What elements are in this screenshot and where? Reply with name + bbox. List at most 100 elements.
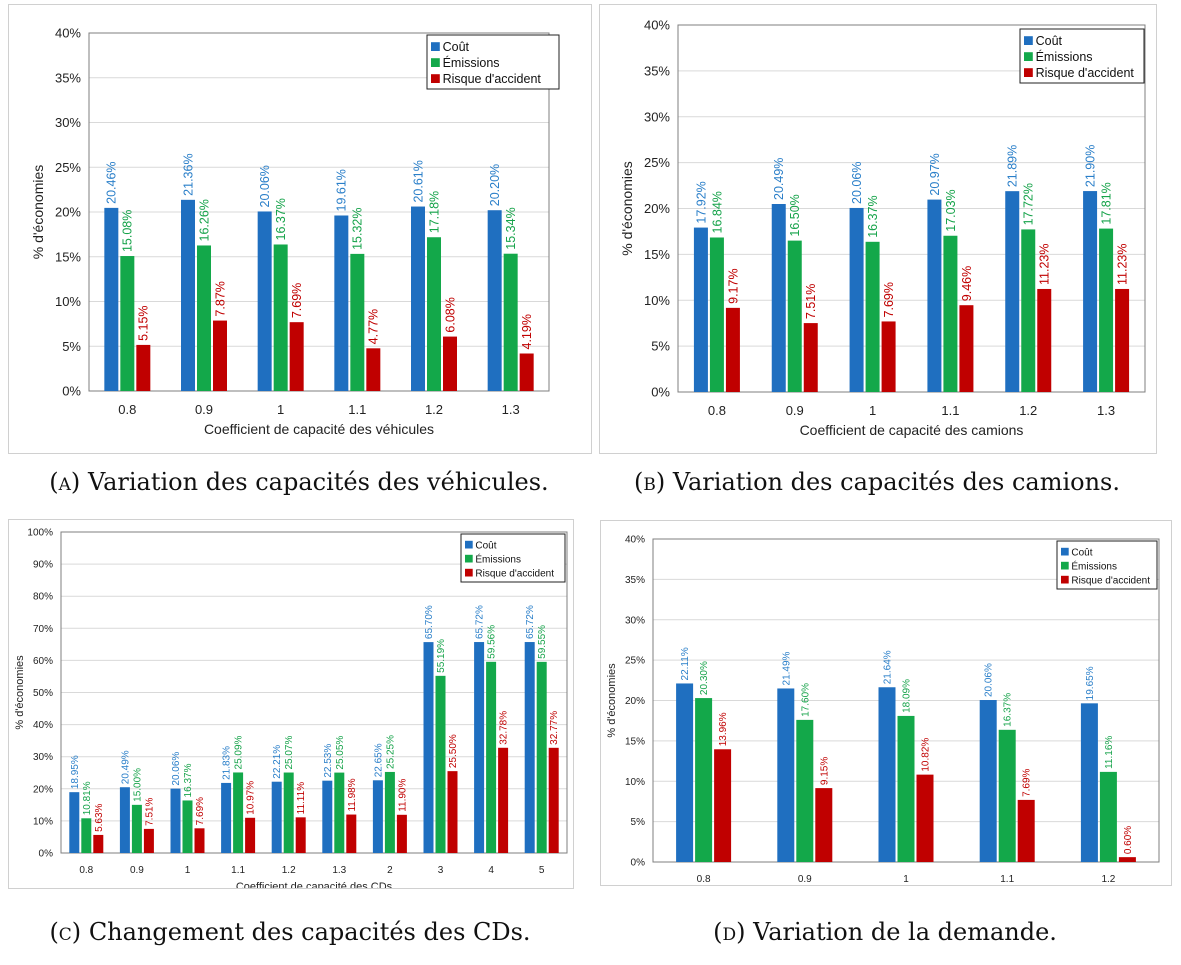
data-label-risk: 4.19% — [520, 314, 534, 349]
data-label-risk: 9.17% — [726, 268, 740, 303]
bar-emissions — [486, 661, 497, 853]
x-tick-label: 1.3 — [1097, 403, 1115, 418]
x-tick-label: 1 — [185, 865, 191, 876]
bar-cost — [170, 788, 181, 853]
bar-emissions — [120, 256, 135, 391]
bar-cost — [878, 687, 896, 862]
x-axis-title: Coefficient de capacité des camions — [800, 422, 1024, 438]
bar-emissions — [865, 241, 880, 392]
data-label-cost: 20.06% — [984, 663, 995, 697]
bar-cost — [771, 204, 786, 392]
x-tick-label: 0.9 — [130, 865, 144, 876]
bar-emissions — [427, 237, 441, 391]
x-tick-label: 1.3 — [502, 402, 520, 417]
bar-risk — [346, 814, 357, 853]
data-label-cost: 20.06% — [258, 165, 272, 207]
data-label-emissions: 16.37% — [866, 195, 880, 237]
y-tick-label: 10% — [33, 816, 53, 827]
y-tick-label: 35% — [55, 70, 81, 85]
data-label-emissions: 16.37% — [1003, 693, 1014, 727]
data-label-cost: 22.11% — [680, 647, 691, 680]
legend-entry-risk: Risque d'accident — [1071, 576, 1150, 587]
data-label-risk: 13.96% — [718, 712, 729, 746]
data-label-risk: 4.77% — [367, 309, 381, 344]
y-tick-label: 15% — [625, 736, 645, 747]
bar-cost — [676, 683, 694, 862]
data-label-emissions: 55.19% — [436, 639, 447, 673]
data-label-cost: 20.46% — [105, 161, 119, 203]
y-tick-label: 40% — [625, 535, 645, 546]
data-label-cost: 22.53% — [323, 744, 334, 778]
data-label-risk: 32.78% — [499, 711, 510, 745]
data-label-emissions: 15.32% — [351, 207, 365, 249]
x-tick-label: 1.1 — [1000, 874, 1014, 885]
data-label-risk: 7.69% — [882, 282, 896, 317]
y-tick-label: 10% — [625, 777, 645, 788]
bar-risk — [213, 320, 227, 391]
data-label-risk: 7.87% — [213, 281, 227, 316]
bar-emissions — [787, 240, 802, 392]
bar-risk — [289, 322, 304, 391]
bar-cost — [524, 642, 535, 853]
bar-cost — [257, 211, 272, 391]
legend-swatch-risk — [1024, 68, 1033, 77]
bar-cost — [411, 206, 425, 391]
bar-cost — [1083, 191, 1098, 392]
data-label-emissions: 16.26% — [197, 199, 211, 241]
data-label-cost: 17.92% — [694, 181, 708, 223]
bar-emissions — [503, 253, 518, 391]
data-label-emissions: 17.60% — [800, 683, 811, 717]
bar-emissions — [796, 719, 814, 862]
caption-d: (d) Variation de la demande. — [600, 918, 1170, 946]
bar-emissions — [943, 235, 958, 392]
caption-a: (a) Variation des capacités des véhicule… — [8, 468, 590, 496]
bar-risk — [548, 747, 559, 853]
y-tick-label: 5% — [631, 817, 646, 828]
chart-svg: 0% 5% 10% 15% 20% 25% 30% 35% 40% 22.11% 20.30% 13.… — [606, 535, 1160, 885]
data-label-risk: 11.90% — [397, 779, 408, 812]
x-tick-label: 1 — [903, 874, 909, 885]
legend-swatch-cost — [1061, 547, 1069, 556]
y-tick-label: 30% — [33, 752, 53, 763]
y-tick-label: 35% — [644, 63, 670, 78]
bar-emissions — [1021, 229, 1036, 392]
data-label-risk: 5.63% — [94, 803, 105, 831]
data-label-risk: 25.50% — [448, 734, 459, 768]
bar-risk — [714, 749, 732, 862]
y-tick-label: 80% — [33, 592, 53, 603]
x-tick-label: 1.2 — [1101, 874, 1115, 885]
legend-entry-emissions: Émissions — [1036, 49, 1093, 64]
data-label-risk: 32.77% — [549, 711, 560, 745]
x-tick-label: 0.8 — [118, 402, 136, 417]
data-label-risk: 0.60% — [1123, 826, 1134, 854]
bar-risk — [916, 774, 934, 862]
legend-box — [460, 533, 566, 583]
y-tick-label: 20% — [644, 201, 670, 216]
x-tick-label: 1.2 — [425, 402, 443, 417]
data-label-risk: 5.15% — [137, 305, 151, 340]
bar-risk — [143, 828, 154, 853]
x-tick-label: 0.9 — [786, 403, 804, 418]
data-label-emissions: 16.37% — [274, 198, 288, 240]
bar-emissions — [350, 253, 365, 391]
y-tick-label: 20% — [33, 784, 53, 795]
legend-entry-cost: Coût — [443, 40, 470, 54]
caption-text: Changement des capacités des CDs. — [88, 918, 531, 946]
bar-emissions — [709, 237, 724, 392]
data-label-emissions: 25.25% — [385, 735, 396, 769]
y-tick-label: 25% — [644, 155, 670, 170]
bar-cost — [927, 199, 942, 392]
data-label-risk: 9.15% — [819, 757, 830, 785]
data-label-emissions: 15.08% — [121, 210, 135, 252]
bar-cost — [372, 780, 383, 853]
data-label-emissions: 59.55% — [537, 625, 548, 659]
x-tick-label: 1.1 — [348, 402, 366, 417]
bar-cost — [69, 792, 80, 853]
data-label-cost: 21.36% — [181, 153, 195, 195]
legend-entry-emissions: Émissions — [1071, 560, 1117, 573]
plot-area — [677, 24, 1146, 393]
bar-emissions — [233, 772, 244, 853]
bar-risk — [447, 771, 458, 853]
legend-entry-cost: Coût — [1036, 34, 1063, 48]
